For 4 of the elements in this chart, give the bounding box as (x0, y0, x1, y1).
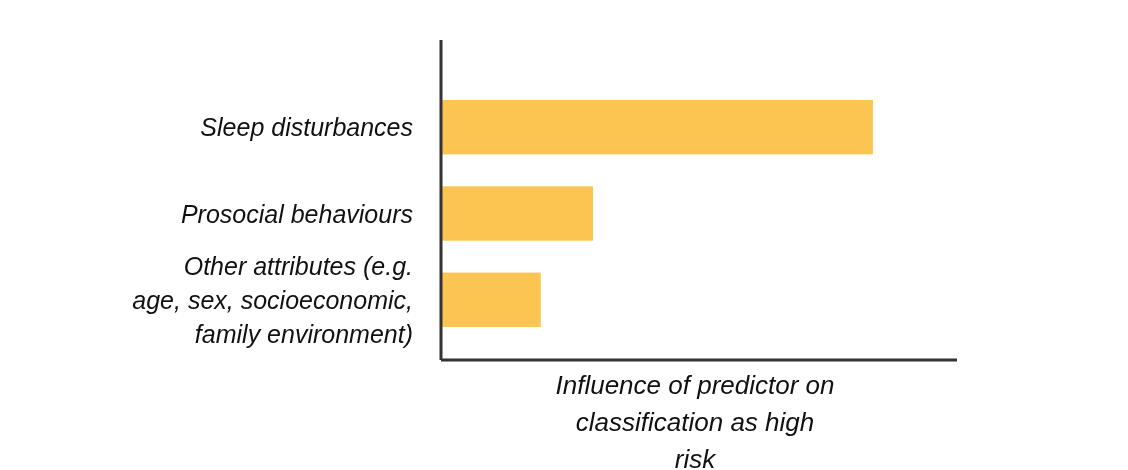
y-tick-label: Prosocial behaviours (180, 199, 413, 228)
y-tick-label: Sleep disturbances (200, 113, 413, 142)
y-tick-label: Other attributes (e.g. age, sex, socioeconomic, family environment) (132, 251, 413, 348)
x-axis-title: Influence of predictor on classification as high risk (555, 370, 835, 470)
